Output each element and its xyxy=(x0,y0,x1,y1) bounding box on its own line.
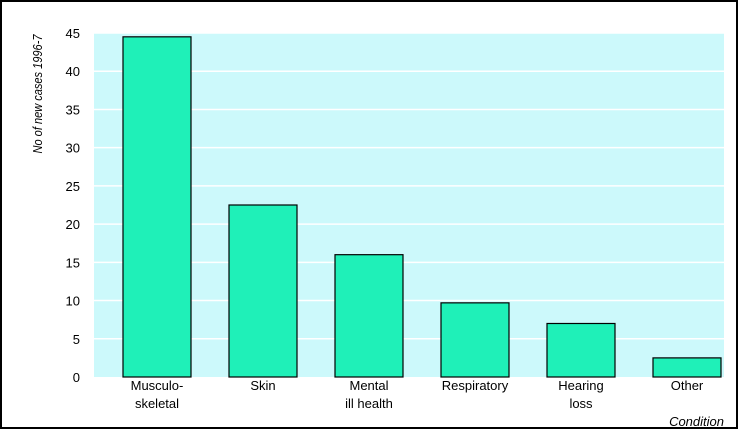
plot-area xyxy=(94,33,724,377)
bar xyxy=(228,204,298,378)
x-category-label: Musculo-skeletal xyxy=(131,378,184,411)
x-category-label-line: ill health xyxy=(345,396,393,411)
x-category-label: Other xyxy=(671,378,704,393)
x-category-label-line: loss xyxy=(569,396,593,411)
bar xyxy=(440,302,510,378)
gridlines xyxy=(94,32,724,340)
bar xyxy=(334,254,404,378)
y-tick-label: 15 xyxy=(66,255,80,270)
x-category-label: Skin xyxy=(250,378,275,393)
x-category-label: Respiratory xyxy=(442,378,509,393)
y-tick-labels: 0 5 10 15 20 25 30 35 40 45 xyxy=(66,26,80,385)
bar xyxy=(122,36,192,378)
y-tick-label: 45 xyxy=(66,26,80,41)
x-category-label-line: skeletal xyxy=(135,396,179,411)
y-tick-label: 35 xyxy=(66,102,80,117)
bars xyxy=(122,36,722,378)
x-category-label-line: Musculo- xyxy=(131,378,184,393)
x-category-label-line: Mental xyxy=(349,378,388,393)
y-axis-label: No of new cases 1996-7 xyxy=(30,33,45,153)
y-tick-label: 10 xyxy=(66,294,80,309)
y-tick-label: 40 xyxy=(66,64,80,79)
y-tick-label: 25 xyxy=(66,179,80,194)
y-tick-label: 30 xyxy=(66,141,80,156)
x-category-label-line: Other xyxy=(671,378,704,393)
y-tick-label: 20 xyxy=(66,217,80,232)
x-category-label: Hearing loss xyxy=(558,378,604,411)
x-category-label-line: Hearing xyxy=(558,378,604,393)
x-category-labels: Musculo-skeletal Skin Mental ill health Resp… xyxy=(131,378,704,411)
x-axis-label: Condition xyxy=(669,414,724,429)
y-tick-label: 0 xyxy=(73,370,80,385)
x-category-label-line: Skin xyxy=(250,378,275,393)
bar xyxy=(546,322,616,378)
x-category-label: Mental ill health xyxy=(345,378,393,411)
x-category-label-line: Respiratory xyxy=(442,378,509,393)
bar xyxy=(652,357,722,378)
y-tick-label: 5 xyxy=(73,332,80,347)
